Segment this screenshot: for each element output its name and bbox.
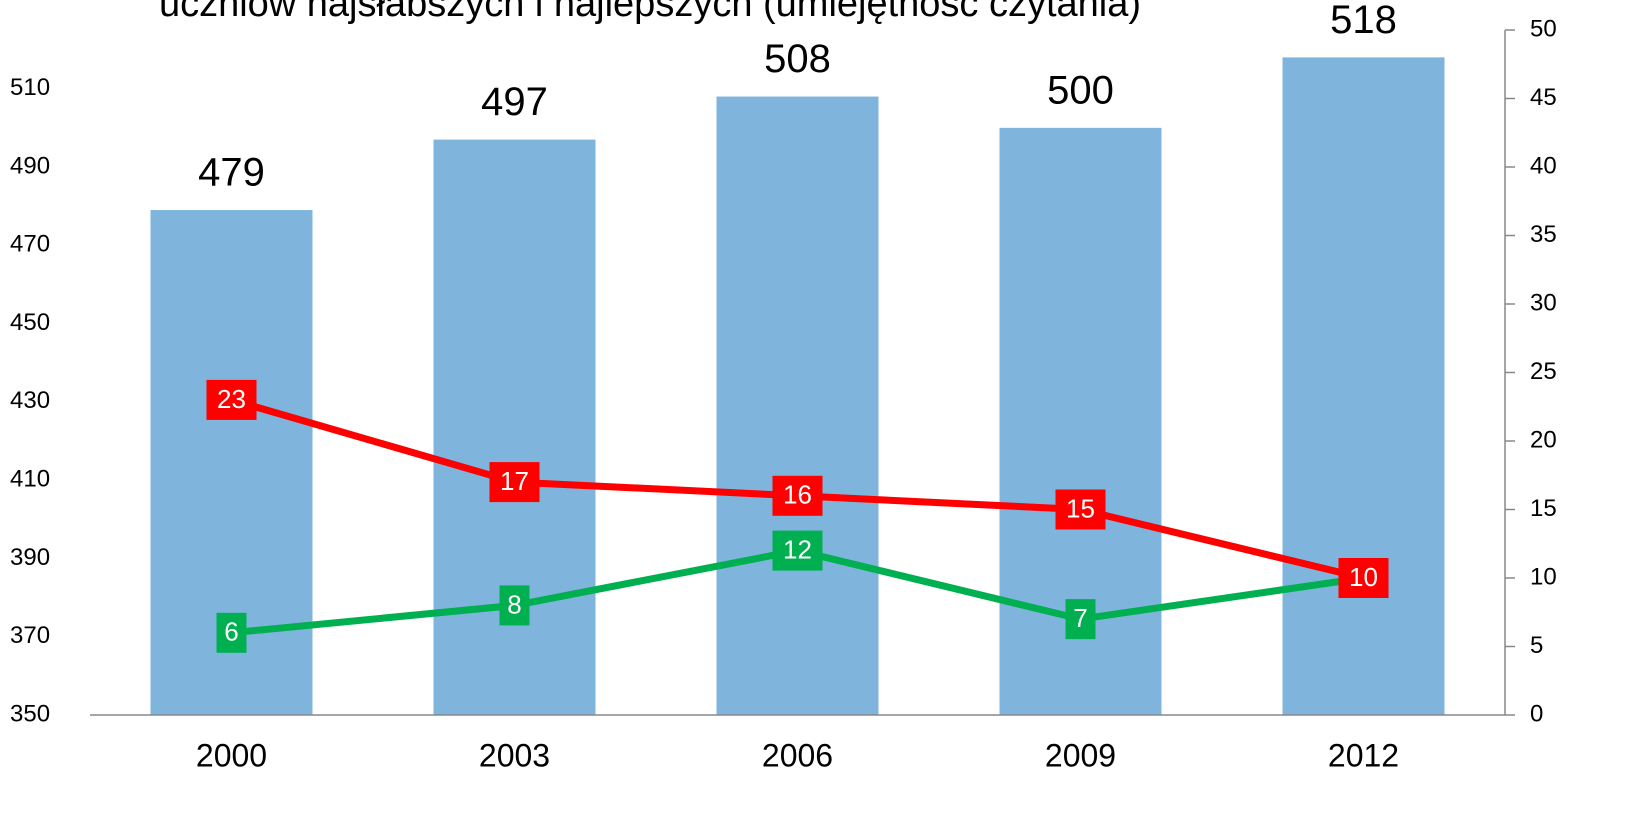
point-label: 8 xyxy=(507,589,521,619)
y-tick-label: 450 xyxy=(10,309,50,336)
chart-title: uczniów najsłabszych i najlepszych (umie… xyxy=(159,0,1141,25)
bar-value-label: 500 xyxy=(1047,68,1114,112)
point-label-box xyxy=(489,462,540,503)
y-tick-label: 350 xyxy=(10,700,50,727)
point-label: 6 xyxy=(224,617,238,647)
y2-tick-label: 45 xyxy=(1530,84,1557,111)
y2-tick-label: 0 xyxy=(1530,700,1543,727)
y-tick-label: 390 xyxy=(10,544,50,571)
point-label: 16 xyxy=(783,480,812,510)
y2-tick-label: 20 xyxy=(1530,426,1557,453)
y2-tick-label: 30 xyxy=(1530,289,1557,316)
y-tick-label: 370 xyxy=(10,622,50,649)
point-label-box xyxy=(216,612,247,653)
point-label-box xyxy=(1065,599,1096,640)
point-label-box xyxy=(499,585,530,626)
point-label-box xyxy=(206,379,257,420)
bar-value-label: 497 xyxy=(481,80,548,124)
y-tick-label: 430 xyxy=(10,387,50,414)
bar-value-label: 508 xyxy=(764,37,831,81)
point-label: 10 xyxy=(1349,562,1378,592)
y-tick-label: 490 xyxy=(10,152,50,179)
y2-tick-label: 15 xyxy=(1530,495,1557,522)
x-tick-label: 2012 xyxy=(1328,737,1399,773)
point-label-box xyxy=(772,475,823,516)
bar-value-label: 479 xyxy=(198,151,265,195)
y2-tick-label: 25 xyxy=(1530,358,1557,385)
point-label-box xyxy=(1338,558,1389,598)
point-label: 17 xyxy=(500,466,529,496)
point-label: 12 xyxy=(783,534,812,564)
bar xyxy=(433,139,596,716)
point-label: 23 xyxy=(217,384,246,414)
x-tick-label: 2000 xyxy=(196,737,267,773)
point-label-box xyxy=(1055,489,1106,530)
point-label: 7 xyxy=(1073,603,1087,633)
point-label-box xyxy=(772,530,823,571)
y2-tick-label: 5 xyxy=(1530,632,1543,659)
bar-value-label: 518 xyxy=(1330,0,1397,42)
y-tick-label: 470 xyxy=(10,231,50,258)
x-tick-label: 2006 xyxy=(762,737,833,773)
point-label: 15 xyxy=(1066,493,1095,523)
y2-tick-label: 40 xyxy=(1530,152,1557,179)
bar xyxy=(1282,57,1445,715)
y-tick-label: 410 xyxy=(10,465,50,492)
x-tick-label: 2009 xyxy=(1045,737,1116,773)
y2-tick-label: 10 xyxy=(1530,563,1557,590)
bar xyxy=(716,96,879,716)
y2-tick-label: 50 xyxy=(1530,15,1557,42)
x-tick-label: 2003 xyxy=(479,737,550,773)
y2-tick-label: 35 xyxy=(1530,221,1557,248)
y-tick-label: 510 xyxy=(10,74,50,101)
